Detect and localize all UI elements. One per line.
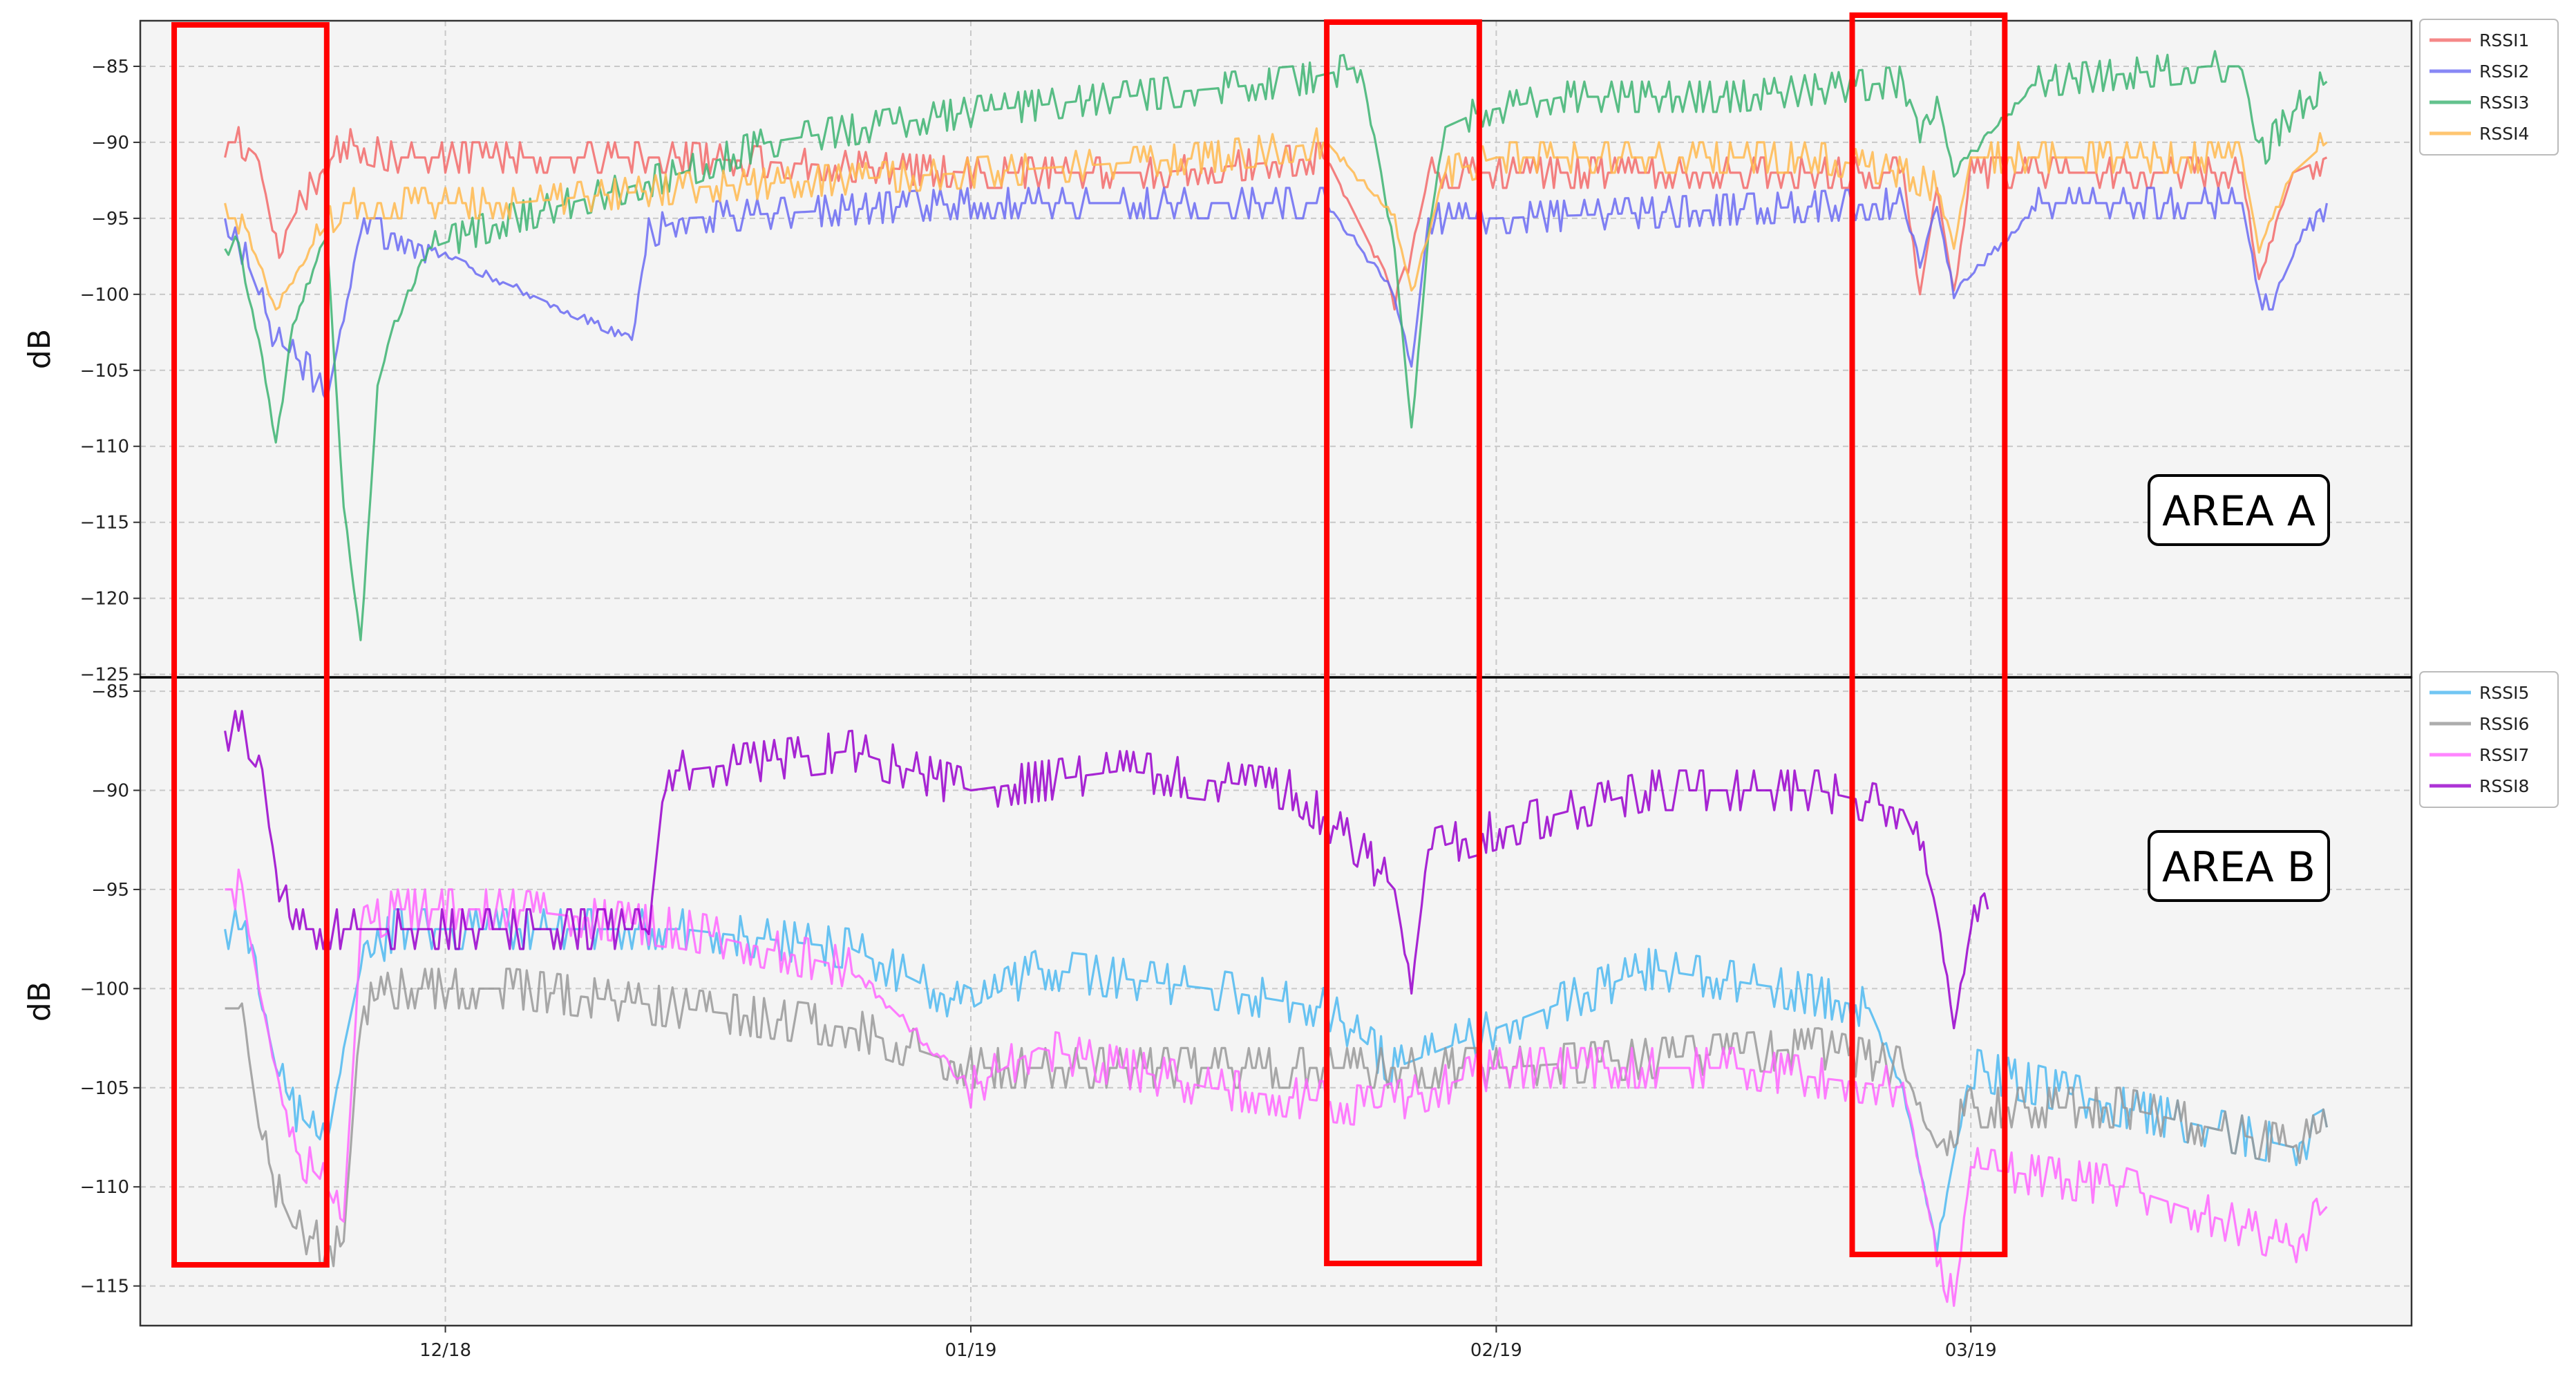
y-tick-label: −90 (91, 781, 129, 802)
y-tick-label: −95 (91, 209, 129, 229)
panel-area-b: −85 −90 −95 −100 −105 −110 −115 12/18 01/19 02/19… (22, 676, 2413, 1361)
x-tick-label: 02/19 (1470, 1340, 1522, 1361)
annotation-label: AREA A (2162, 487, 2315, 536)
legend-label-rssi5: RSSI5 (2479, 683, 2529, 703)
panel-area-a: −85 −90 −95 −100 −105 −110 −115 −120 −125 dB AREA … (22, 19, 2413, 686)
series-line-rssi2 (224, 187, 2328, 402)
legend-box (2419, 19, 2559, 156)
plot-background (140, 21, 2412, 677)
plot-background (140, 677, 2412, 1326)
series-line-rssi6 (225, 968, 2328, 1268)
series-line-rssi3 (224, 50, 2328, 641)
legend-label-rssi7: RSSI7 (2479, 745, 2529, 765)
x-tick-label: 03/19 (1945, 1340, 1997, 1361)
y-tick-label: −85 (91, 681, 129, 702)
x-tick-label: 01/19 (945, 1340, 996, 1361)
legend-label-rssi8: RSSI8 (2479, 776, 2529, 796)
y-tick-label: −100 (80, 979, 129, 999)
y-tick-label: −90 (91, 133, 129, 153)
series-line-rssi1 (224, 126, 2328, 311)
y-tick-label: −105 (80, 361, 129, 382)
y-tick-label: −115 (80, 1277, 129, 1297)
legend-label-rssi3: RSSI3 (2479, 93, 2529, 113)
y-tick-label: −110 (80, 1177, 129, 1198)
y-tick-label: −105 (80, 1078, 129, 1099)
y-tick-label: −100 (80, 285, 129, 305)
y-axis-label: dB (22, 981, 57, 1022)
highlight-box (171, 22, 330, 1268)
highlight-box (1324, 19, 1482, 1266)
x-tick-label: 12/18 (419, 1340, 471, 1361)
series-line-rssi8 (224, 710, 1989, 1030)
legend-label-rssi4: RSSI4 (2479, 124, 2529, 144)
series-group (224, 710, 2328, 1307)
y-tick-label: −115 (80, 513, 129, 534)
area-annotation: AREA A (2148, 474, 2330, 546)
legend-label-rssi1: RSSI1 (2479, 30, 2529, 50)
series-line-rssi7 (225, 868, 2328, 1307)
highlight-box (1849, 12, 2008, 1257)
legend-label-rssi2: RSSI2 (2479, 62, 2529, 82)
annotation-box (2148, 830, 2330, 902)
series-group (224, 50, 2328, 641)
series-line-rssi5 (224, 908, 2328, 1252)
legend-label-rssi6: RSSI6 (2479, 714, 2529, 734)
legend-box (2419, 671, 2559, 808)
annotation-box (2148, 474, 2330, 546)
legend: RSSI5 RSSI6 RSSI7 RSSI8 (2419, 671, 2559, 808)
y-tick-label: −110 (80, 437, 129, 458)
legend: RSSI1 RSSI2 RSSI3 RSSI4 (2419, 19, 2559, 156)
y-tick-label: −125 (80, 665, 129, 686)
area-annotation: AREA B (2148, 830, 2330, 902)
annotation-label: AREA B (2162, 843, 2315, 892)
y-tick-label: −95 (91, 880, 129, 901)
series-line-rssi4 (224, 127, 2328, 311)
y-tick-label: −120 (80, 589, 129, 610)
y-axis-label: dB (22, 329, 57, 369)
y-tick-label: −85 (91, 57, 129, 77)
